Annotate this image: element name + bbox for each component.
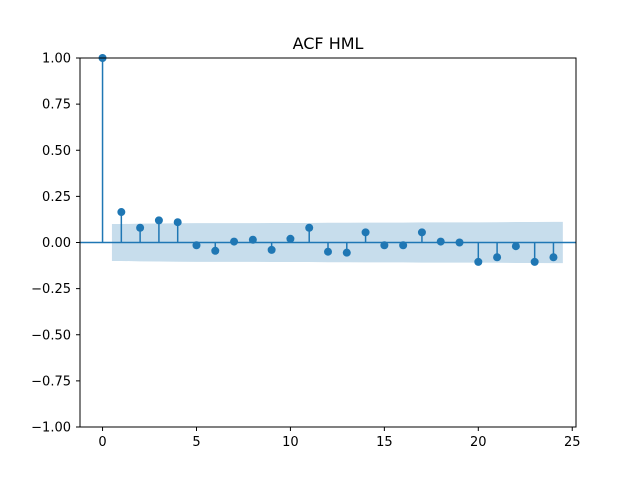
acf-point (511, 242, 520, 251)
y-tick-label: −1.00 (31, 421, 71, 436)
acf-point (248, 235, 257, 244)
x-tick-label: 25 (564, 435, 581, 450)
acf-point (305, 223, 314, 232)
y-tick-label: 0.75 (42, 98, 71, 113)
acf-point (192, 241, 201, 250)
acf-point (342, 248, 351, 257)
acf-point (493, 253, 502, 262)
y-tick-label: −0.75 (31, 374, 71, 389)
x-tick-label: 0 (98, 435, 106, 450)
acf-point (136, 223, 145, 232)
acf-point (530, 257, 539, 266)
acf-point (154, 216, 163, 225)
chart-title: ACF HML (293, 34, 364, 53)
acf-point (436, 237, 445, 246)
x-tick-label: 10 (282, 435, 299, 450)
acf-point (286, 234, 295, 243)
x-tick-label: 20 (470, 435, 487, 450)
acf-point (211, 246, 220, 255)
acf-point (117, 208, 126, 217)
acf-point (549, 253, 558, 262)
acf-point (455, 238, 464, 247)
acf-point (230, 237, 239, 246)
acf-point (173, 218, 182, 227)
acf-point (474, 257, 483, 266)
x-tick-label: 15 (376, 435, 393, 450)
y-tick-label: 0.50 (42, 144, 71, 159)
acf-point (380, 241, 389, 250)
x-tick-label: 5 (192, 435, 200, 450)
acf-point (267, 245, 276, 254)
acf-point (417, 228, 426, 237)
y-tick-label: 1.00 (42, 52, 71, 67)
acf-point (324, 247, 332, 256)
acf-point (399, 241, 408, 250)
acf-point (361, 228, 370, 237)
y-tick-label: 0.00 (42, 236, 71, 251)
y-tick-label: −0.50 (31, 328, 71, 343)
y-tick-label: 0.25 (42, 190, 71, 205)
y-tick-label: −0.25 (31, 282, 71, 297)
